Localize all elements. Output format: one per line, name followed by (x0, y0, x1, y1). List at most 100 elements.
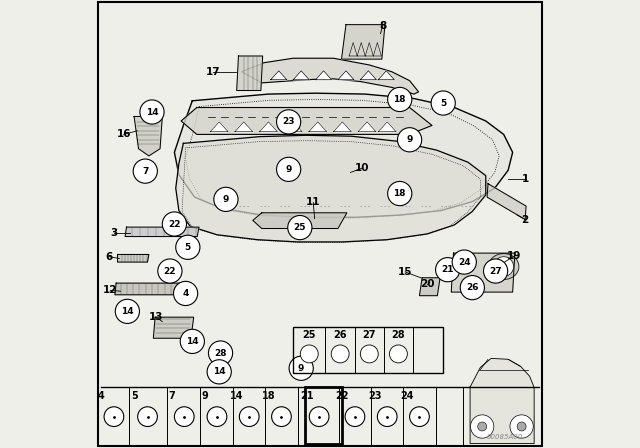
Circle shape (214, 187, 238, 211)
Text: 27: 27 (362, 330, 376, 340)
Circle shape (494, 257, 513, 276)
Text: 14: 14 (121, 307, 134, 316)
Circle shape (410, 407, 429, 426)
Circle shape (289, 356, 314, 380)
Ellipse shape (488, 254, 519, 280)
Text: 14: 14 (146, 108, 158, 116)
Polygon shape (174, 93, 513, 217)
Circle shape (104, 407, 124, 426)
Text: 27: 27 (490, 267, 502, 276)
Polygon shape (125, 227, 199, 237)
Circle shape (390, 345, 408, 363)
Polygon shape (360, 71, 376, 80)
Text: 25: 25 (294, 223, 306, 232)
Text: 22: 22 (168, 220, 180, 228)
Text: 21: 21 (442, 265, 454, 274)
Circle shape (388, 87, 412, 112)
Text: 20: 20 (420, 280, 435, 289)
Text: 7: 7 (142, 167, 148, 176)
Text: 4: 4 (98, 391, 105, 401)
Polygon shape (260, 122, 278, 132)
Circle shape (431, 91, 455, 115)
Text: 18: 18 (394, 95, 406, 104)
Text: 8: 8 (379, 21, 387, 30)
Polygon shape (154, 317, 194, 338)
Circle shape (115, 299, 140, 323)
Polygon shape (358, 122, 376, 132)
Text: 9: 9 (201, 391, 208, 401)
Text: 24: 24 (458, 258, 470, 267)
Text: 1: 1 (522, 174, 529, 184)
Polygon shape (134, 116, 163, 156)
Polygon shape (115, 283, 181, 295)
Polygon shape (338, 71, 354, 80)
Text: 3: 3 (110, 228, 118, 238)
Circle shape (309, 407, 329, 426)
Polygon shape (253, 213, 347, 228)
Circle shape (239, 407, 259, 426)
Circle shape (276, 110, 301, 134)
Circle shape (158, 259, 182, 283)
Circle shape (180, 329, 204, 353)
Circle shape (477, 422, 486, 431)
Text: 5: 5 (440, 99, 446, 108)
Text: 5: 5 (132, 391, 138, 401)
Text: 25: 25 (303, 330, 316, 340)
Text: 00085A00: 00085A00 (486, 434, 523, 440)
Polygon shape (419, 278, 440, 296)
Circle shape (138, 407, 157, 426)
Circle shape (332, 345, 349, 363)
Text: 18: 18 (262, 391, 276, 401)
Polygon shape (470, 358, 534, 444)
Circle shape (460, 276, 484, 300)
Polygon shape (284, 122, 302, 132)
Polygon shape (378, 71, 394, 80)
Polygon shape (293, 71, 309, 80)
Text: 26: 26 (466, 283, 479, 292)
Circle shape (436, 258, 460, 282)
Polygon shape (181, 108, 432, 134)
Text: 5: 5 (185, 243, 191, 252)
Polygon shape (118, 254, 149, 262)
Polygon shape (271, 71, 287, 80)
Text: 2: 2 (522, 215, 529, 224)
Text: 14: 14 (213, 367, 225, 376)
Text: 23: 23 (368, 391, 381, 401)
Polygon shape (176, 135, 486, 242)
Circle shape (163, 212, 186, 236)
Text: 22: 22 (335, 391, 349, 401)
Text: 28: 28 (392, 330, 405, 340)
Polygon shape (235, 122, 253, 132)
Text: 23: 23 (282, 117, 295, 126)
Polygon shape (237, 56, 262, 90)
Text: 9: 9 (298, 364, 305, 373)
Text: 6: 6 (106, 252, 113, 262)
Circle shape (133, 159, 157, 183)
Text: 18: 18 (394, 189, 406, 198)
Circle shape (140, 100, 164, 124)
Text: 19: 19 (507, 251, 521, 261)
Circle shape (397, 128, 422, 152)
Text: 4: 4 (182, 289, 189, 298)
Text: 17: 17 (206, 67, 221, 77)
Text: 11: 11 (306, 198, 321, 207)
Circle shape (510, 415, 533, 438)
Text: 9: 9 (406, 135, 413, 144)
Circle shape (288, 215, 312, 240)
Circle shape (207, 360, 231, 384)
Bar (293, 327, 444, 373)
Text: 7: 7 (168, 391, 175, 401)
Circle shape (484, 259, 508, 283)
Circle shape (360, 345, 378, 363)
Circle shape (452, 250, 476, 274)
Text: 14: 14 (230, 391, 243, 401)
Polygon shape (451, 253, 515, 292)
Circle shape (271, 407, 291, 426)
Circle shape (176, 235, 200, 259)
Circle shape (470, 415, 494, 438)
Circle shape (300, 345, 318, 363)
Polygon shape (487, 184, 526, 220)
Polygon shape (242, 58, 419, 94)
Circle shape (388, 181, 412, 206)
Polygon shape (333, 122, 351, 132)
